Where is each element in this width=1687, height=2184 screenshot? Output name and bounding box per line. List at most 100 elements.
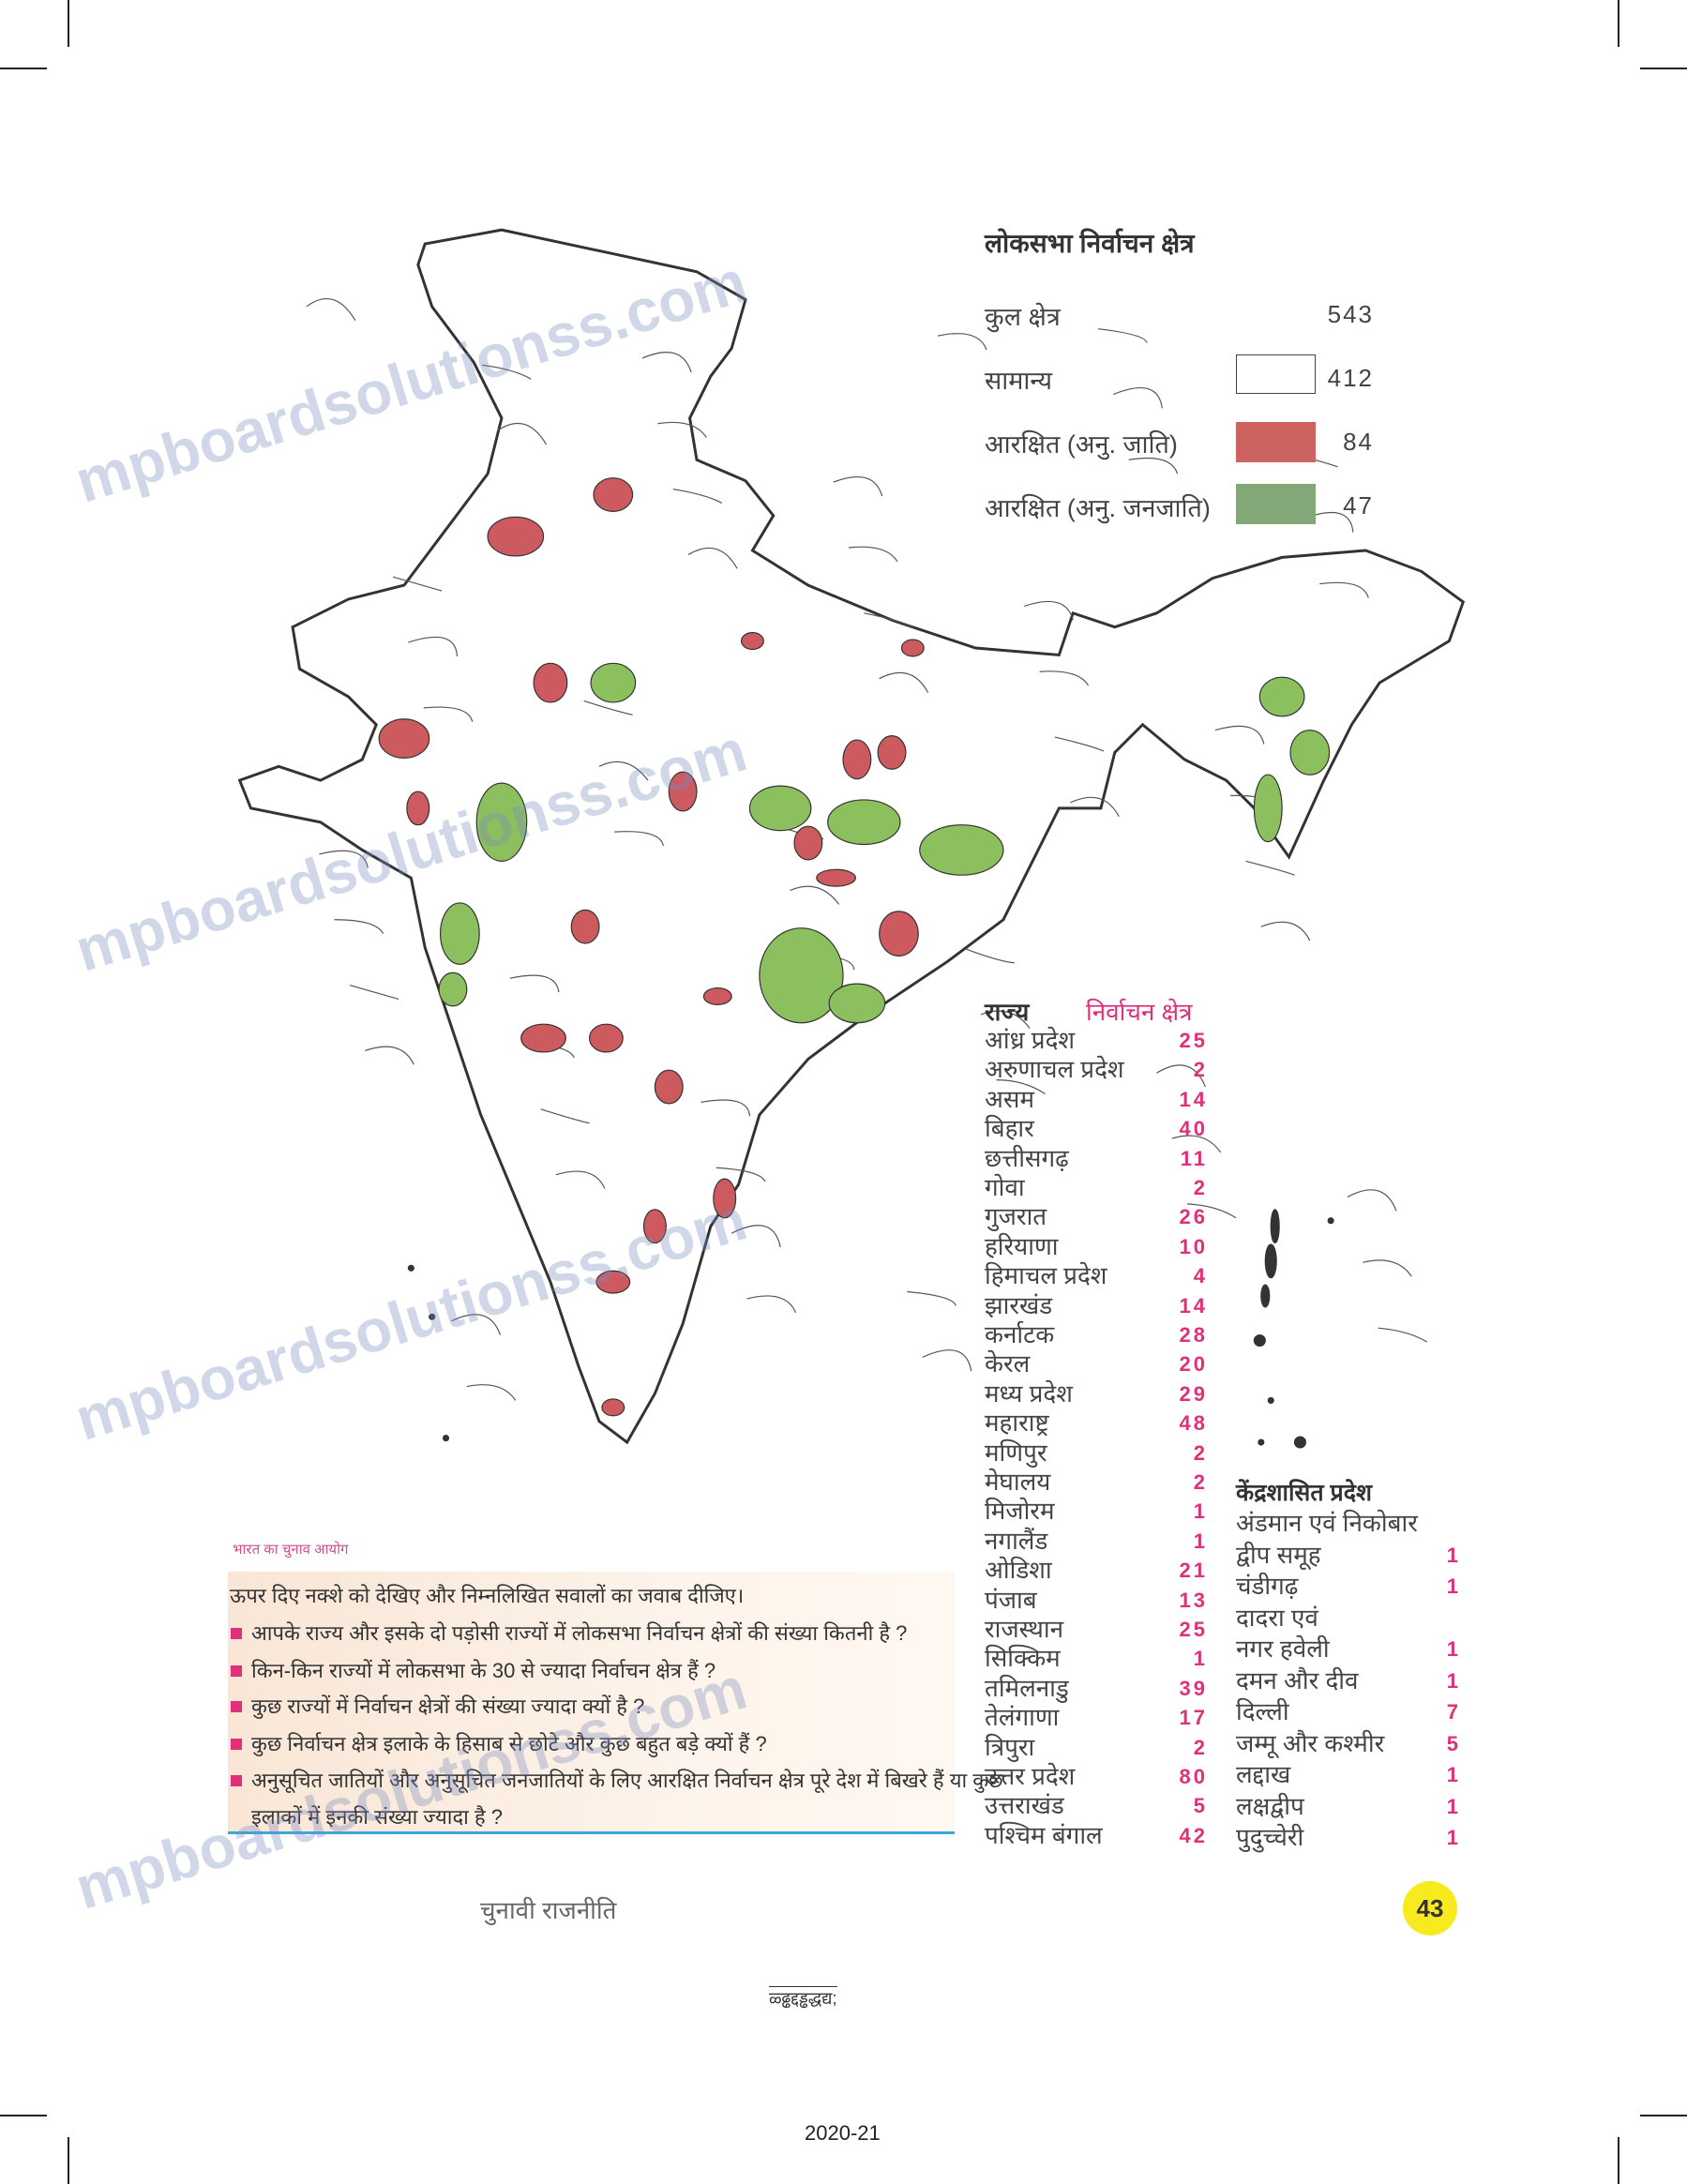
crop-mark (68, 0, 69, 47)
constituency-boundary (451, 1314, 502, 1335)
question-intro: ऊपर दिए नक्शे को देखिए और निम्नलिखित सवा… (230, 1584, 745, 1607)
constituency-boundary (497, 422, 548, 445)
state-seats: 25 (1179, 1029, 1208, 1052)
states-header-state: राज्य (985, 998, 1030, 1026)
st-constituency (1289, 730, 1331, 776)
state-name: पंजाब (985, 1585, 1037, 1614)
constituency-boundary (1039, 670, 1090, 686)
legend-general-swatch (1236, 354, 1316, 394)
legend-sc-label: आरक्षित (अनु. जाति) (985, 430, 1178, 459)
constituency-boundary (641, 352, 692, 372)
ut-seats: 1 (1446, 1543, 1461, 1567)
constituency-boundary (907, 1290, 956, 1306)
crop-mark (0, 2115, 47, 2116)
sc-constituency (793, 825, 823, 861)
crop-mark (68, 2137, 69, 2184)
ut-seats: 5 (1446, 1731, 1461, 1755)
state-seats: 17 (1179, 1706, 1208, 1730)
constituency-boundary (1187, 1203, 1237, 1219)
state-seats: 10 (1179, 1234, 1208, 1258)
legend-sc-value: 84 (1343, 428, 1374, 456)
ut-name: लद्दाख (1236, 1760, 1291, 1788)
sc-constituency (487, 516, 545, 557)
st-constituency (590, 662, 637, 703)
state-seats: 5 (1193, 1794, 1208, 1818)
map-source: भारत का चुनाव आयोग (233, 1542, 349, 1558)
constituency-boundary (1245, 860, 1295, 876)
question-item: इलाकों में इनकी संख्या ज्यादा है ? (251, 1805, 503, 1829)
island (1270, 1209, 1280, 1244)
constituency-boundary (715, 1167, 766, 1182)
state-seats: 25 (1179, 1618, 1208, 1641)
sc-constituency (593, 477, 634, 512)
constituency-boundary (833, 475, 883, 497)
constituency-boundary (555, 1170, 606, 1189)
state-name: कर्नाटक (985, 1320, 1055, 1348)
sc-constituency (378, 718, 430, 759)
sc-constituency (533, 662, 568, 703)
constituency-boundary (1024, 600, 1074, 621)
legend-total-label: कुल क्षेत्र (985, 303, 1061, 331)
sc-constituency (842, 739, 872, 780)
constituency-boundary (614, 831, 664, 847)
constituency-boundary (879, 671, 929, 693)
bullet-icon (231, 1628, 242, 1639)
island (1258, 1438, 1265, 1446)
constituency-boundary (700, 1099, 751, 1117)
constituency-boundary (1214, 725, 1265, 745)
state-name: आंध्र प्रदेश (985, 1026, 1076, 1054)
constituency-boundary (1113, 387, 1163, 409)
sc-constituency (570, 909, 600, 944)
ut-header: केंद्रशासित प्रदेश (1236, 1480, 1373, 1506)
state-name: असम (985, 1084, 1034, 1113)
state-seats: 1 (1193, 1529, 1208, 1553)
island (1267, 1396, 1274, 1404)
sc-constituency (668, 771, 698, 812)
constituency-boundary (319, 850, 369, 868)
st-constituency (475, 782, 528, 862)
constituency-boundary (1363, 1259, 1412, 1277)
legend-total-value: 543 (1327, 300, 1374, 328)
ut-name: दमन और दीव (1236, 1665, 1359, 1694)
state-name: महाराष्ट्र (985, 1408, 1049, 1438)
st-constituency (828, 983, 886, 1024)
ut-name: लक्षद्वीप (1236, 1791, 1304, 1820)
constituency-boundary (1156, 1064, 1206, 1088)
st-constituency (759, 927, 844, 1024)
ut-seats: 1 (1446, 1574, 1461, 1598)
state-name: झारखंड (985, 1290, 1053, 1319)
ut-name: चंडीगढ़ (1236, 1572, 1299, 1600)
ut-name: द्वीप समूह (1236, 1540, 1321, 1569)
state-seats: 39 (1179, 1676, 1208, 1700)
st-constituency (439, 902, 480, 965)
ut-name: दादरा एवं (1236, 1603, 1318, 1632)
constituency-boundary (790, 885, 840, 905)
constituency-boundary (1097, 328, 1148, 343)
state-seats: 14 (1179, 1293, 1208, 1318)
state-name: छत्तीसगढ़ (985, 1143, 1069, 1172)
state-seats: 4 (1193, 1264, 1208, 1288)
ut-name: दिल्ली (1236, 1697, 1289, 1725)
legend-st-swatch (1236, 484, 1316, 524)
constituency-boundary (937, 333, 987, 351)
sc-constituency (816, 868, 856, 887)
constituency-boundary (922, 1349, 972, 1372)
island (1293, 1436, 1306, 1449)
bullet-icon (231, 1739, 242, 1750)
constituency-boundary (687, 547, 738, 569)
constituency-boundary (509, 974, 560, 993)
legend-general-label: सामान्य (985, 367, 1053, 395)
question-item: अनुसूचित जातियों और अनुसूचित जनजातियों क… (251, 1769, 1003, 1792)
legend-general-value: 412 (1327, 364, 1374, 392)
state-seats: 2 (1193, 1058, 1208, 1082)
state-seats: 13 (1179, 1588, 1208, 1612)
state-seats: 20 (1179, 1352, 1208, 1377)
ut-name: अंडमान एवं निकोबार (1236, 1509, 1418, 1537)
legend-sc-swatch (1236, 422, 1316, 462)
ut-seats: 1 (1446, 1668, 1461, 1693)
bullet-icon (231, 1701, 242, 1712)
constituency-boundary (1260, 921, 1311, 941)
state-seats: 2 (1193, 1440, 1208, 1465)
sc-constituency (713, 1178, 737, 1219)
garbled-text: ळ्ढ्ढद्दड्ढद्धद्य; (769, 1986, 837, 2010)
